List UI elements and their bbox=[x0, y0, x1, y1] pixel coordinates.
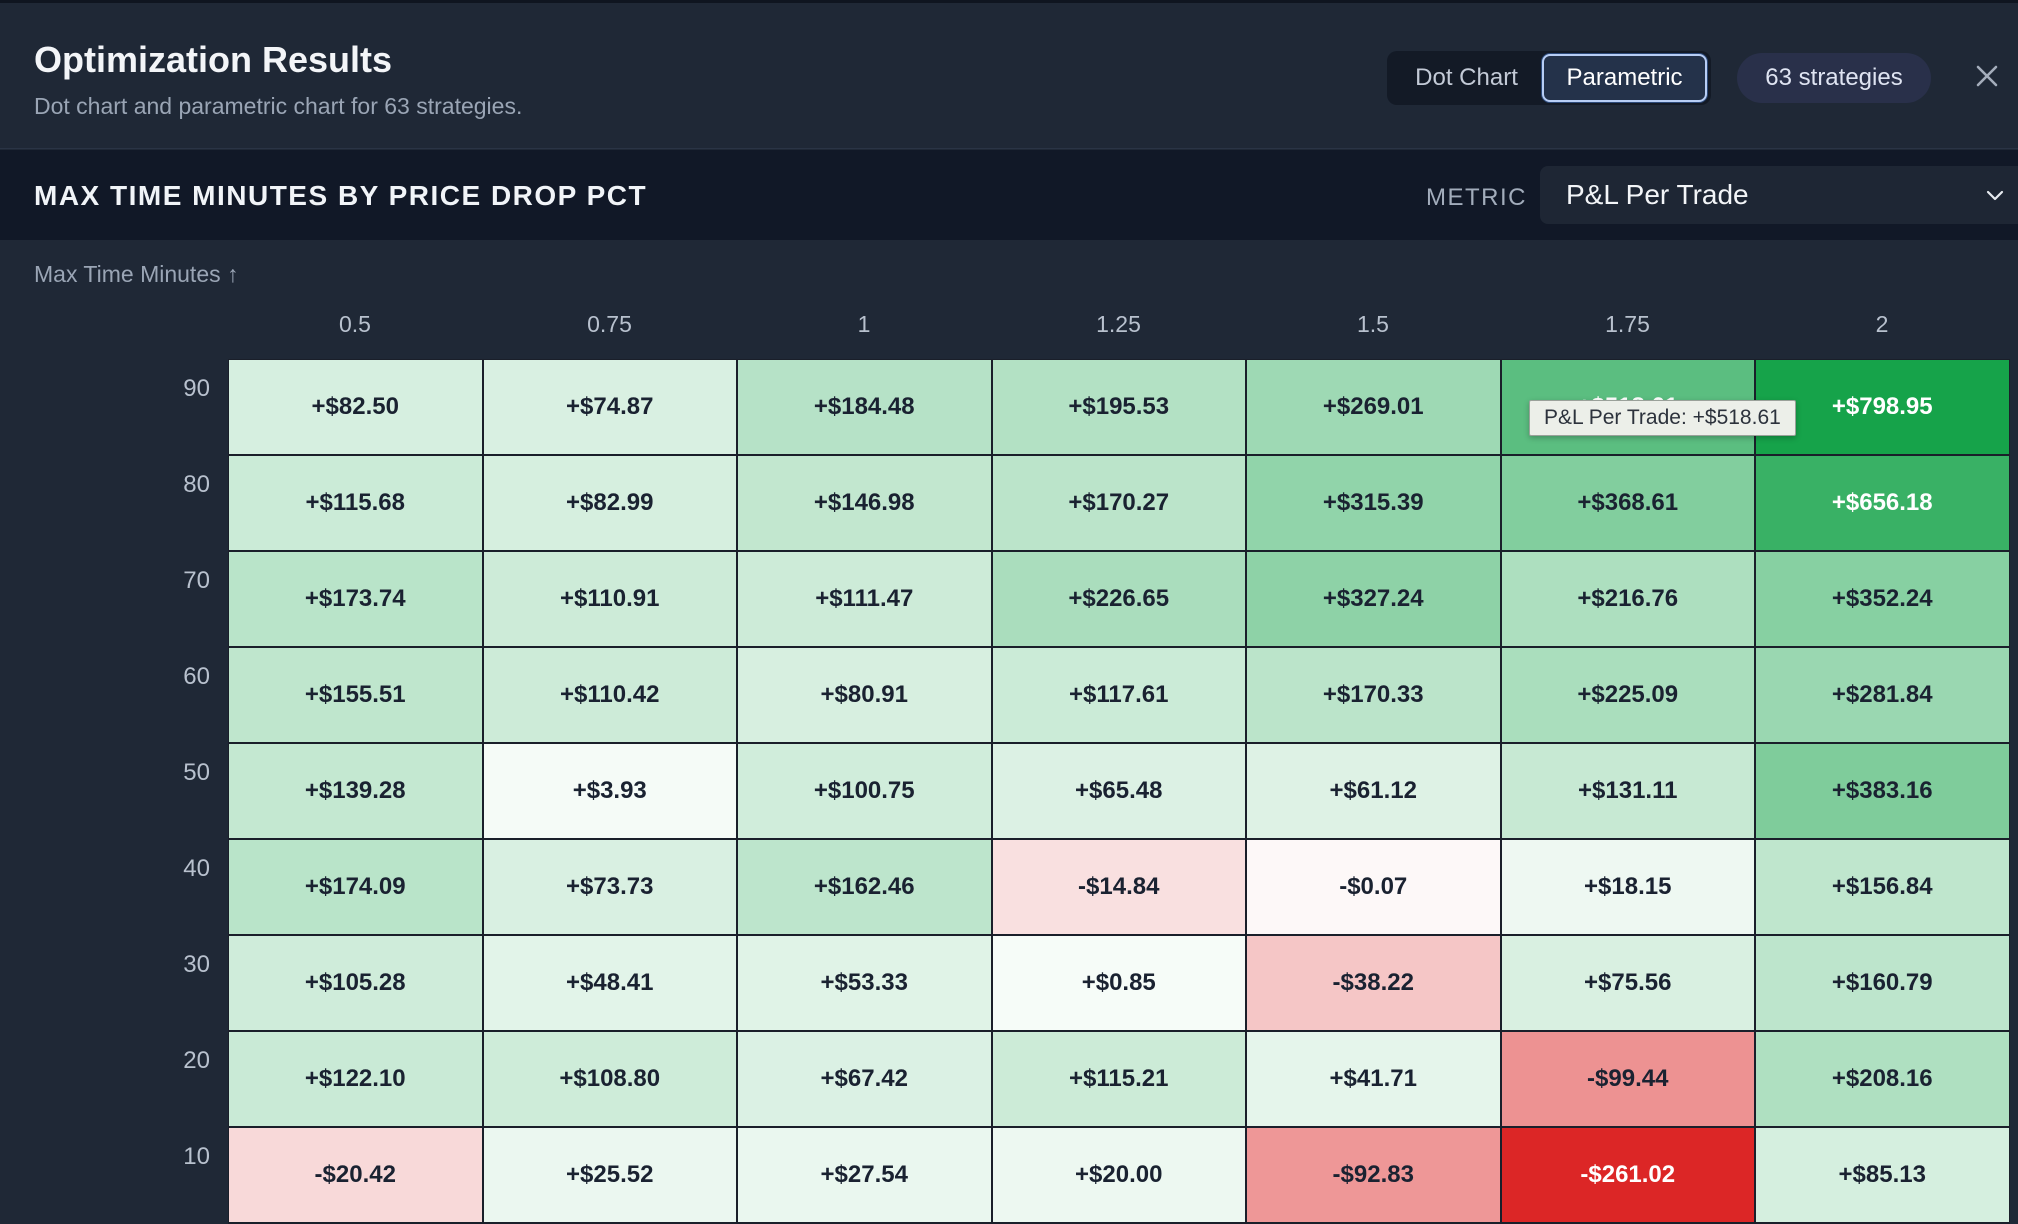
heatmap-cell[interactable]: +$160.79 bbox=[1756, 936, 2009, 1030]
y-tick-label: 70 bbox=[183, 567, 210, 594]
x-tick-label: 1 bbox=[857, 311, 871, 337]
heatmap-cell[interactable]: +$100.75 bbox=[738, 744, 991, 838]
heatmap-cell[interactable]: +$225.09 bbox=[1501, 648, 1754, 742]
x-tick-label: 1.75 bbox=[1605, 311, 1650, 337]
modal-title: Optimization Results bbox=[34, 39, 393, 80]
heatmap-cell[interactable]: +$80.91 bbox=[738, 648, 991, 742]
y-tick-label: 50 bbox=[183, 759, 210, 786]
cell-tooltip: P&L Per Trade: +$518.61 bbox=[1529, 400, 1796, 436]
heatmap-cell[interactable]: +$82.99 bbox=[483, 456, 736, 550]
close-icon[interactable] bbox=[1970, 59, 2004, 93]
heatmap-cell[interactable]: +$27.54 bbox=[738, 1128, 991, 1222]
heatmap-cell[interactable]: -$38.22 bbox=[1247, 936, 1500, 1030]
metric-select[interactable]: P&L Per Trade bbox=[1540, 166, 2018, 224]
y-tick-label: 40 bbox=[183, 855, 210, 882]
heatmap-cell[interactable]: +$85.13 bbox=[1756, 1128, 2009, 1222]
heatmap-cell[interactable]: +$25.52 bbox=[483, 1128, 736, 1222]
heatmap-cell[interactable]: +$117.61 bbox=[992, 648, 1245, 742]
heatmap-cell[interactable]: +$383.16 bbox=[1756, 744, 2009, 838]
heatmap-cell[interactable]: +$82.50 bbox=[229, 360, 482, 454]
modal-subtitle: Dot chart and parametric chart for 63 st… bbox=[34, 93, 523, 119]
x-tick-label: 0.75 bbox=[587, 311, 632, 337]
tab-parametric[interactable]: Parametric bbox=[1542, 54, 1707, 102]
heatmap-cell[interactable]: +$53.33 bbox=[738, 936, 991, 1030]
heatmap-cell[interactable]: +$173.74 bbox=[229, 552, 482, 646]
y-tick-label: 10 bbox=[183, 1143, 210, 1170]
view-toggle: Dot Chart Parametric bbox=[1387, 51, 1711, 105]
heatmap-cell[interactable]: +$208.16 bbox=[1756, 1032, 2009, 1126]
y-tick-label: 80 bbox=[183, 471, 210, 498]
y-axis-title: Max Time Minutes ↑ bbox=[34, 261, 239, 287]
heatmap-cell[interactable]: +$110.91 bbox=[483, 552, 736, 646]
heatmap-cell[interactable]: +$61.12 bbox=[1247, 744, 1500, 838]
heatmap-cell[interactable]: -$261.02 bbox=[1501, 1128, 1754, 1222]
strategy-count-badge: 63 strategies bbox=[1737, 53, 1931, 103]
chart-title: MAX TIME MINUTES BY PRICE DROP PCT bbox=[34, 180, 648, 211]
heatmap-cell[interactable]: +$281.84 bbox=[1756, 648, 2009, 742]
heatmap-cell[interactable]: +$74.87 bbox=[483, 360, 736, 454]
heatmap-cell[interactable]: +$368.61 bbox=[1501, 456, 1754, 550]
heatmap-cell[interactable]: +$3.93 bbox=[483, 744, 736, 838]
x-tick-label: 1.25 bbox=[1096, 311, 1141, 337]
heatmap-cell[interactable]: +$216.76 bbox=[1501, 552, 1754, 646]
heatmap-cell[interactable]: +$170.27 bbox=[992, 456, 1245, 550]
heatmap-cell[interactable]: -$0.07 bbox=[1247, 840, 1500, 934]
x-tick-label: 0.5 bbox=[339, 311, 371, 337]
heatmap-cell[interactable]: +$269.01 bbox=[1247, 360, 1500, 454]
heatmap-cell[interactable]: +$65.48 bbox=[992, 744, 1245, 838]
heatmap-cell[interactable]: +$115.21 bbox=[992, 1032, 1245, 1126]
heatmap-cell[interactable]: +$18.15 bbox=[1501, 840, 1754, 934]
heatmap-cell[interactable]: +$110.42 bbox=[483, 648, 736, 742]
heatmap-cell[interactable]: +$67.42 bbox=[738, 1032, 991, 1126]
y-tick-label: 30 bbox=[183, 951, 210, 978]
heatmap-cell[interactable]: +$115.68 bbox=[229, 456, 482, 550]
heatmap-cell[interactable]: -$20.42 bbox=[229, 1128, 482, 1222]
heatmap-cell[interactable]: +$162.46 bbox=[738, 840, 991, 934]
heatmap-cell[interactable]: +$798.95 bbox=[1756, 360, 2009, 454]
heatmap-cell[interactable]: -$99.44 bbox=[1501, 1032, 1754, 1126]
x-tick-label: 2 bbox=[1875, 311, 1889, 337]
heatmap-cell[interactable]: +$184.48 bbox=[738, 360, 991, 454]
heatmap-cell[interactable]: -$14.84 bbox=[992, 840, 1245, 934]
chevron-down-icon bbox=[1986, 190, 2004, 201]
heatmap-cell[interactable]: +$131.11 bbox=[1501, 744, 1754, 838]
heatmap-cell[interactable]: -$92.83 bbox=[1247, 1128, 1500, 1222]
heatmap-cell[interactable]: +$0.85 bbox=[992, 936, 1245, 1030]
heatmap-cell[interactable]: +$75.56 bbox=[1501, 936, 1754, 1030]
heatmap-cell[interactable]: +$73.73 bbox=[483, 840, 736, 934]
heatmap-cell[interactable]: +$174.09 bbox=[229, 840, 482, 934]
heatmap-cell[interactable]: +$146.98 bbox=[738, 456, 991, 550]
heatmap-grid: +$82.50 +$74.87 +$184.48 +$195.53 +$269.01 +$… bbox=[228, 359, 2010, 1224]
tab-dot-chart[interactable]: Dot Chart bbox=[1415, 64, 1518, 91]
metric-label: METRIC bbox=[1426, 184, 1527, 211]
heatmap-cell[interactable]: +$41.71 bbox=[1247, 1032, 1500, 1126]
heatmap-cell[interactable]: +$111.47 bbox=[738, 552, 991, 646]
heatmap-cell[interactable]: +$139.28 bbox=[229, 744, 482, 838]
heatmap-cell[interactable]: +$105.28 bbox=[229, 936, 482, 1030]
heatmap-cell[interactable]: +$20.00 bbox=[992, 1128, 1245, 1222]
heatmap-cell[interactable]: +$352.24 bbox=[1756, 552, 2009, 646]
heatmap-cell[interactable]: +$170.33 bbox=[1247, 648, 1500, 742]
y-tick-label: 20 bbox=[183, 1047, 210, 1074]
heatmap-cell[interactable]: +$315.39 bbox=[1247, 456, 1500, 550]
chart-toolbar: MAX TIME MINUTES BY PRICE DROP PCT METRI… bbox=[0, 150, 2018, 240]
heatmap-cell[interactable]: +$226.65 bbox=[992, 552, 1245, 646]
heatmap-cell[interactable]: +$327.24 bbox=[1247, 552, 1500, 646]
heatmap-cell[interactable]: +$156.84 bbox=[1756, 840, 2009, 934]
metric-select-value: P&L Per Trade bbox=[1566, 179, 1749, 210]
y-tick-label: 60 bbox=[183, 663, 210, 690]
y-tick-label: 90 bbox=[183, 375, 210, 402]
heatmap-cell[interactable]: +$155.51 bbox=[229, 648, 482, 742]
heatmap-cell[interactable]: +$48.41 bbox=[483, 936, 736, 1030]
heatmap-cell[interactable]: +$122.10 bbox=[229, 1032, 482, 1126]
x-tick-label: 1.5 bbox=[1357, 311, 1389, 337]
heatmap-cell[interactable]: +$656.18 bbox=[1756, 456, 2009, 550]
heatmap-cell[interactable]: +$108.80 bbox=[483, 1032, 736, 1126]
modal-header: Optimization Results Dot chart and param… bbox=[0, 3, 2018, 149]
heatmap-cell[interactable]: +$195.53 bbox=[992, 360, 1245, 454]
